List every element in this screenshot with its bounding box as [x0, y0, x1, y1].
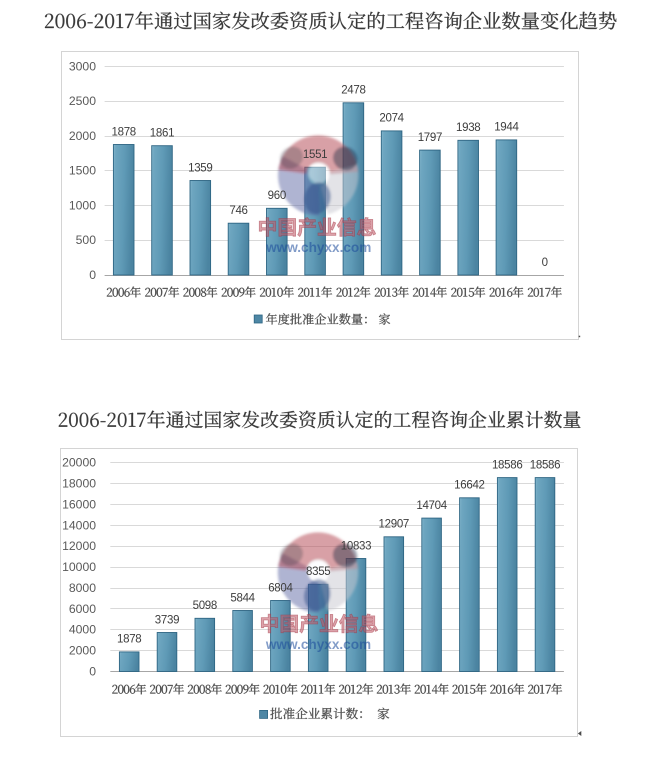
svg-text:4000: 4000: [69, 623, 96, 637]
svg-text:8355: 8355: [306, 566, 330, 578]
svg-text:2000: 2000: [69, 644, 96, 658]
svg-text:746: 746: [229, 205, 247, 217]
svg-text:1551: 1551: [303, 149, 327, 161]
svg-text:16000: 16000: [62, 497, 96, 511]
svg-text:10000: 10000: [62, 560, 96, 574]
svg-text:2478: 2478: [341, 85, 365, 97]
svg-text:3000: 3000: [69, 59, 96, 73]
svg-text:1944: 1944: [494, 122, 519, 134]
svg-text:www.chyxx.com: www.chyxx.com: [265, 240, 371, 255]
svg-text:18586: 18586: [492, 459, 522, 471]
svg-text:16642: 16642: [454, 480, 484, 492]
svg-text:1861: 1861: [150, 128, 174, 140]
svg-text:10833: 10833: [341, 540, 371, 552]
svg-text:3739: 3739: [155, 614, 179, 626]
svg-text:1500: 1500: [69, 164, 96, 178]
svg-text:1797: 1797: [418, 132, 442, 144]
svg-text:1938: 1938: [456, 122, 480, 134]
svg-text:2500: 2500: [69, 94, 96, 108]
svg-text:1878: 1878: [112, 126, 136, 138]
svg-text:500: 500: [76, 233, 97, 247]
svg-text:0: 0: [89, 268, 96, 282]
svg-text:5844: 5844: [230, 592, 255, 604]
svg-text:18586: 18586: [530, 459, 560, 471]
svg-text:14000: 14000: [62, 518, 96, 532]
svg-text:14704: 14704: [416, 500, 447, 512]
svg-text:5098: 5098: [193, 600, 217, 612]
svg-text:12000: 12000: [62, 539, 96, 553]
svg-text:12907: 12907: [379, 519, 409, 531]
svg-text:20000: 20000: [62, 456, 96, 470]
svg-text:1878: 1878: [117, 634, 141, 646]
svg-text:8000: 8000: [69, 581, 96, 595]
svg-text:18000: 18000: [62, 477, 96, 491]
svg-text:0: 0: [89, 664, 96, 678]
svg-text:www.chyxx.com: www.chyxx.com: [265, 637, 371, 652]
svg-text:2000: 2000: [69, 129, 96, 143]
svg-text:2074: 2074: [379, 113, 404, 125]
svg-text:0: 0: [542, 257, 548, 269]
svg-text:1000: 1000: [69, 198, 96, 212]
svg-text:6000: 6000: [69, 602, 96, 616]
svg-text:960: 960: [268, 190, 286, 202]
svg-text:1359: 1359: [188, 162, 212, 174]
svg-text:6804: 6804: [268, 582, 293, 594]
